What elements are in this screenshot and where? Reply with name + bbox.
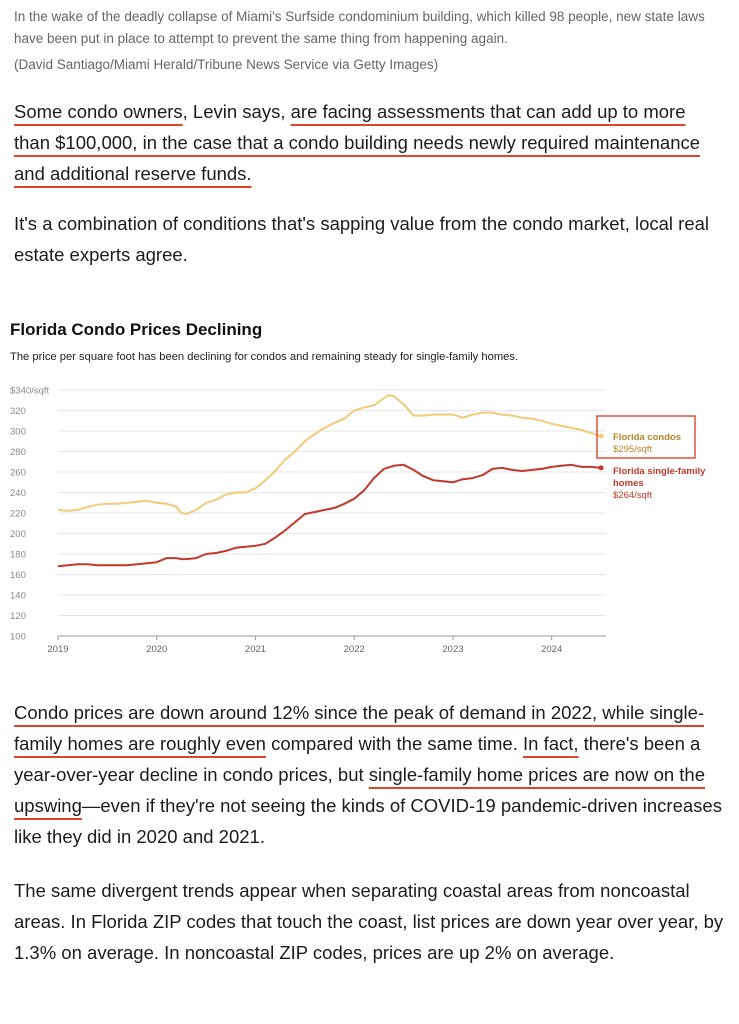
y-tick-label: 160: [10, 570, 26, 581]
highlight-in-fact: In fact,: [523, 733, 579, 754]
label-sfh-value: $264/sqft: [613, 490, 652, 501]
x-tick-label: 2024: [541, 644, 562, 655]
x-axis: 2019 2020 2021 2022 2023 2024: [47, 636, 562, 655]
y-tick-label: $340/sqft: [10, 386, 49, 397]
y-axis: $340/sqft 320 300 280 260 240 220 200 180 160 140 1…: [10, 386, 49, 643]
paragraph-text: , Levin says,: [182, 101, 291, 122]
highlight-assessments: are facing assessments that can add up t…: [14, 101, 701, 184]
y-tick-label: 300: [10, 427, 26, 438]
paragraph-assessments: Some condo owners, Levin says, are facin…: [14, 96, 726, 189]
y-tick-label: 220: [10, 509, 26, 520]
condo-price-chart: $340/sqft 320 300 280 260 240 220 200 180 160 140 1…: [10, 386, 706, 656]
condo-label-highlight-box: [596, 415, 696, 459]
highlight-upswing: single-family home prices are now on the…: [14, 764, 706, 816]
x-tick-label: 2021: [245, 644, 266, 655]
y-tick-label: 260: [10, 468, 26, 479]
highlight-condo-down: Condo prices are down around 12% since t…: [14, 702, 705, 754]
x-tick-label: 2022: [344, 644, 365, 655]
y-tick-label: 280: [10, 447, 26, 458]
series-line-condos: [57, 394, 602, 515]
paragraph-text: —even if they're not seeing the kinds of…: [14, 795, 722, 847]
chart-grid: [58, 389, 606, 637]
chart-subtitle: The price per square foot has been decli…: [10, 351, 519, 363]
highlight-condo-owners: Some condo owners: [14, 101, 183, 122]
label-sfh-name-line1: Florida single-family: [613, 466, 706, 477]
y-tick-label: 100: [10, 632, 26, 643]
y-tick-label: 140: [10, 591, 26, 602]
y-tick-label: 320: [10, 406, 26, 417]
label-condos-value: $295/sqft: [613, 444, 652, 455]
y-tick-label: 120: [10, 611, 26, 622]
series-line-single-family-end-point: [598, 465, 604, 471]
y-tick-label: 200: [10, 529, 26, 540]
chart-series: [57, 394, 604, 568]
x-tick-label: 2023: [442, 644, 463, 655]
y-tick-label: 180: [10, 550, 26, 561]
label-sfh-name-line2: homes: [613, 478, 644, 489]
label-condos-name: Florida condos: [613, 432, 681, 443]
paragraph-text: compared with the same time.: [265, 733, 523, 754]
paragraph-condo-decline: Condo prices are down around 12% since t…: [14, 697, 726, 852]
series-line-single-family: [57, 463, 602, 568]
x-tick-label: 2019: [47, 644, 68, 655]
photo-caption: In the wake of the deadly collapse of Mi…: [14, 6, 714, 76]
paragraph-text: there's been a year-over-year decline in…: [14, 733, 701, 785]
series-line-condos-end-point: [598, 433, 604, 439]
series-labels: Florida condos $295/sqft Florida single-…: [596, 415, 706, 501]
chart-title: Florida Condo Prices Declining: [10, 320, 263, 339]
paragraph-coastal: The same divergent trends appear when se…: [14, 880, 724, 963]
caption-text: In the wake of the deadly collapse of Mi…: [14, 9, 705, 46]
photo-credit: (David Santiago/Miami Herald/Tribune New…: [14, 57, 439, 72]
paragraph-conditions: It's a combination of conditions that's …: [14, 213, 710, 265]
y-tick-label: 240: [10, 488, 26, 499]
x-tick-label: 2020: [146, 644, 167, 655]
